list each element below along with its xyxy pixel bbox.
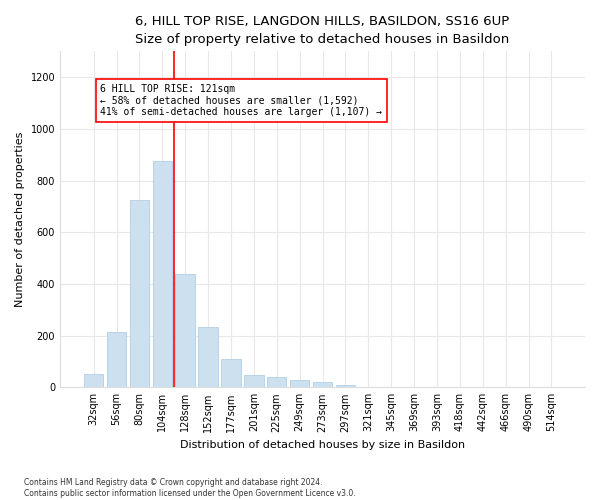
Bar <box>152 161 172 388</box>
Bar <box>290 380 310 388</box>
Bar <box>84 374 103 388</box>
X-axis label: Distribution of detached houses by size in Basildon: Distribution of detached houses by size … <box>180 440 465 450</box>
Bar <box>130 200 149 388</box>
Title: 6, HILL TOP RISE, LANGDON HILLS, BASILDON, SS16 6UP
Size of property relative to: 6, HILL TOP RISE, LANGDON HILLS, BASILDO… <box>136 15 509 46</box>
Bar <box>335 384 355 388</box>
Bar <box>313 382 332 388</box>
Text: Contains HM Land Registry data © Crown copyright and database right 2024.
Contai: Contains HM Land Registry data © Crown c… <box>24 478 356 498</box>
Text: 6 HILL TOP RISE: 121sqm
← 58% of detached houses are smaller (1,592)
41% of semi: 6 HILL TOP RISE: 121sqm ← 58% of detache… <box>100 84 382 117</box>
Bar <box>107 332 126 388</box>
Bar <box>199 326 218 388</box>
Bar <box>244 375 263 388</box>
Bar <box>221 359 241 388</box>
Y-axis label: Number of detached properties: Number of detached properties <box>15 132 25 307</box>
Bar <box>175 274 195 388</box>
Bar <box>267 377 286 388</box>
